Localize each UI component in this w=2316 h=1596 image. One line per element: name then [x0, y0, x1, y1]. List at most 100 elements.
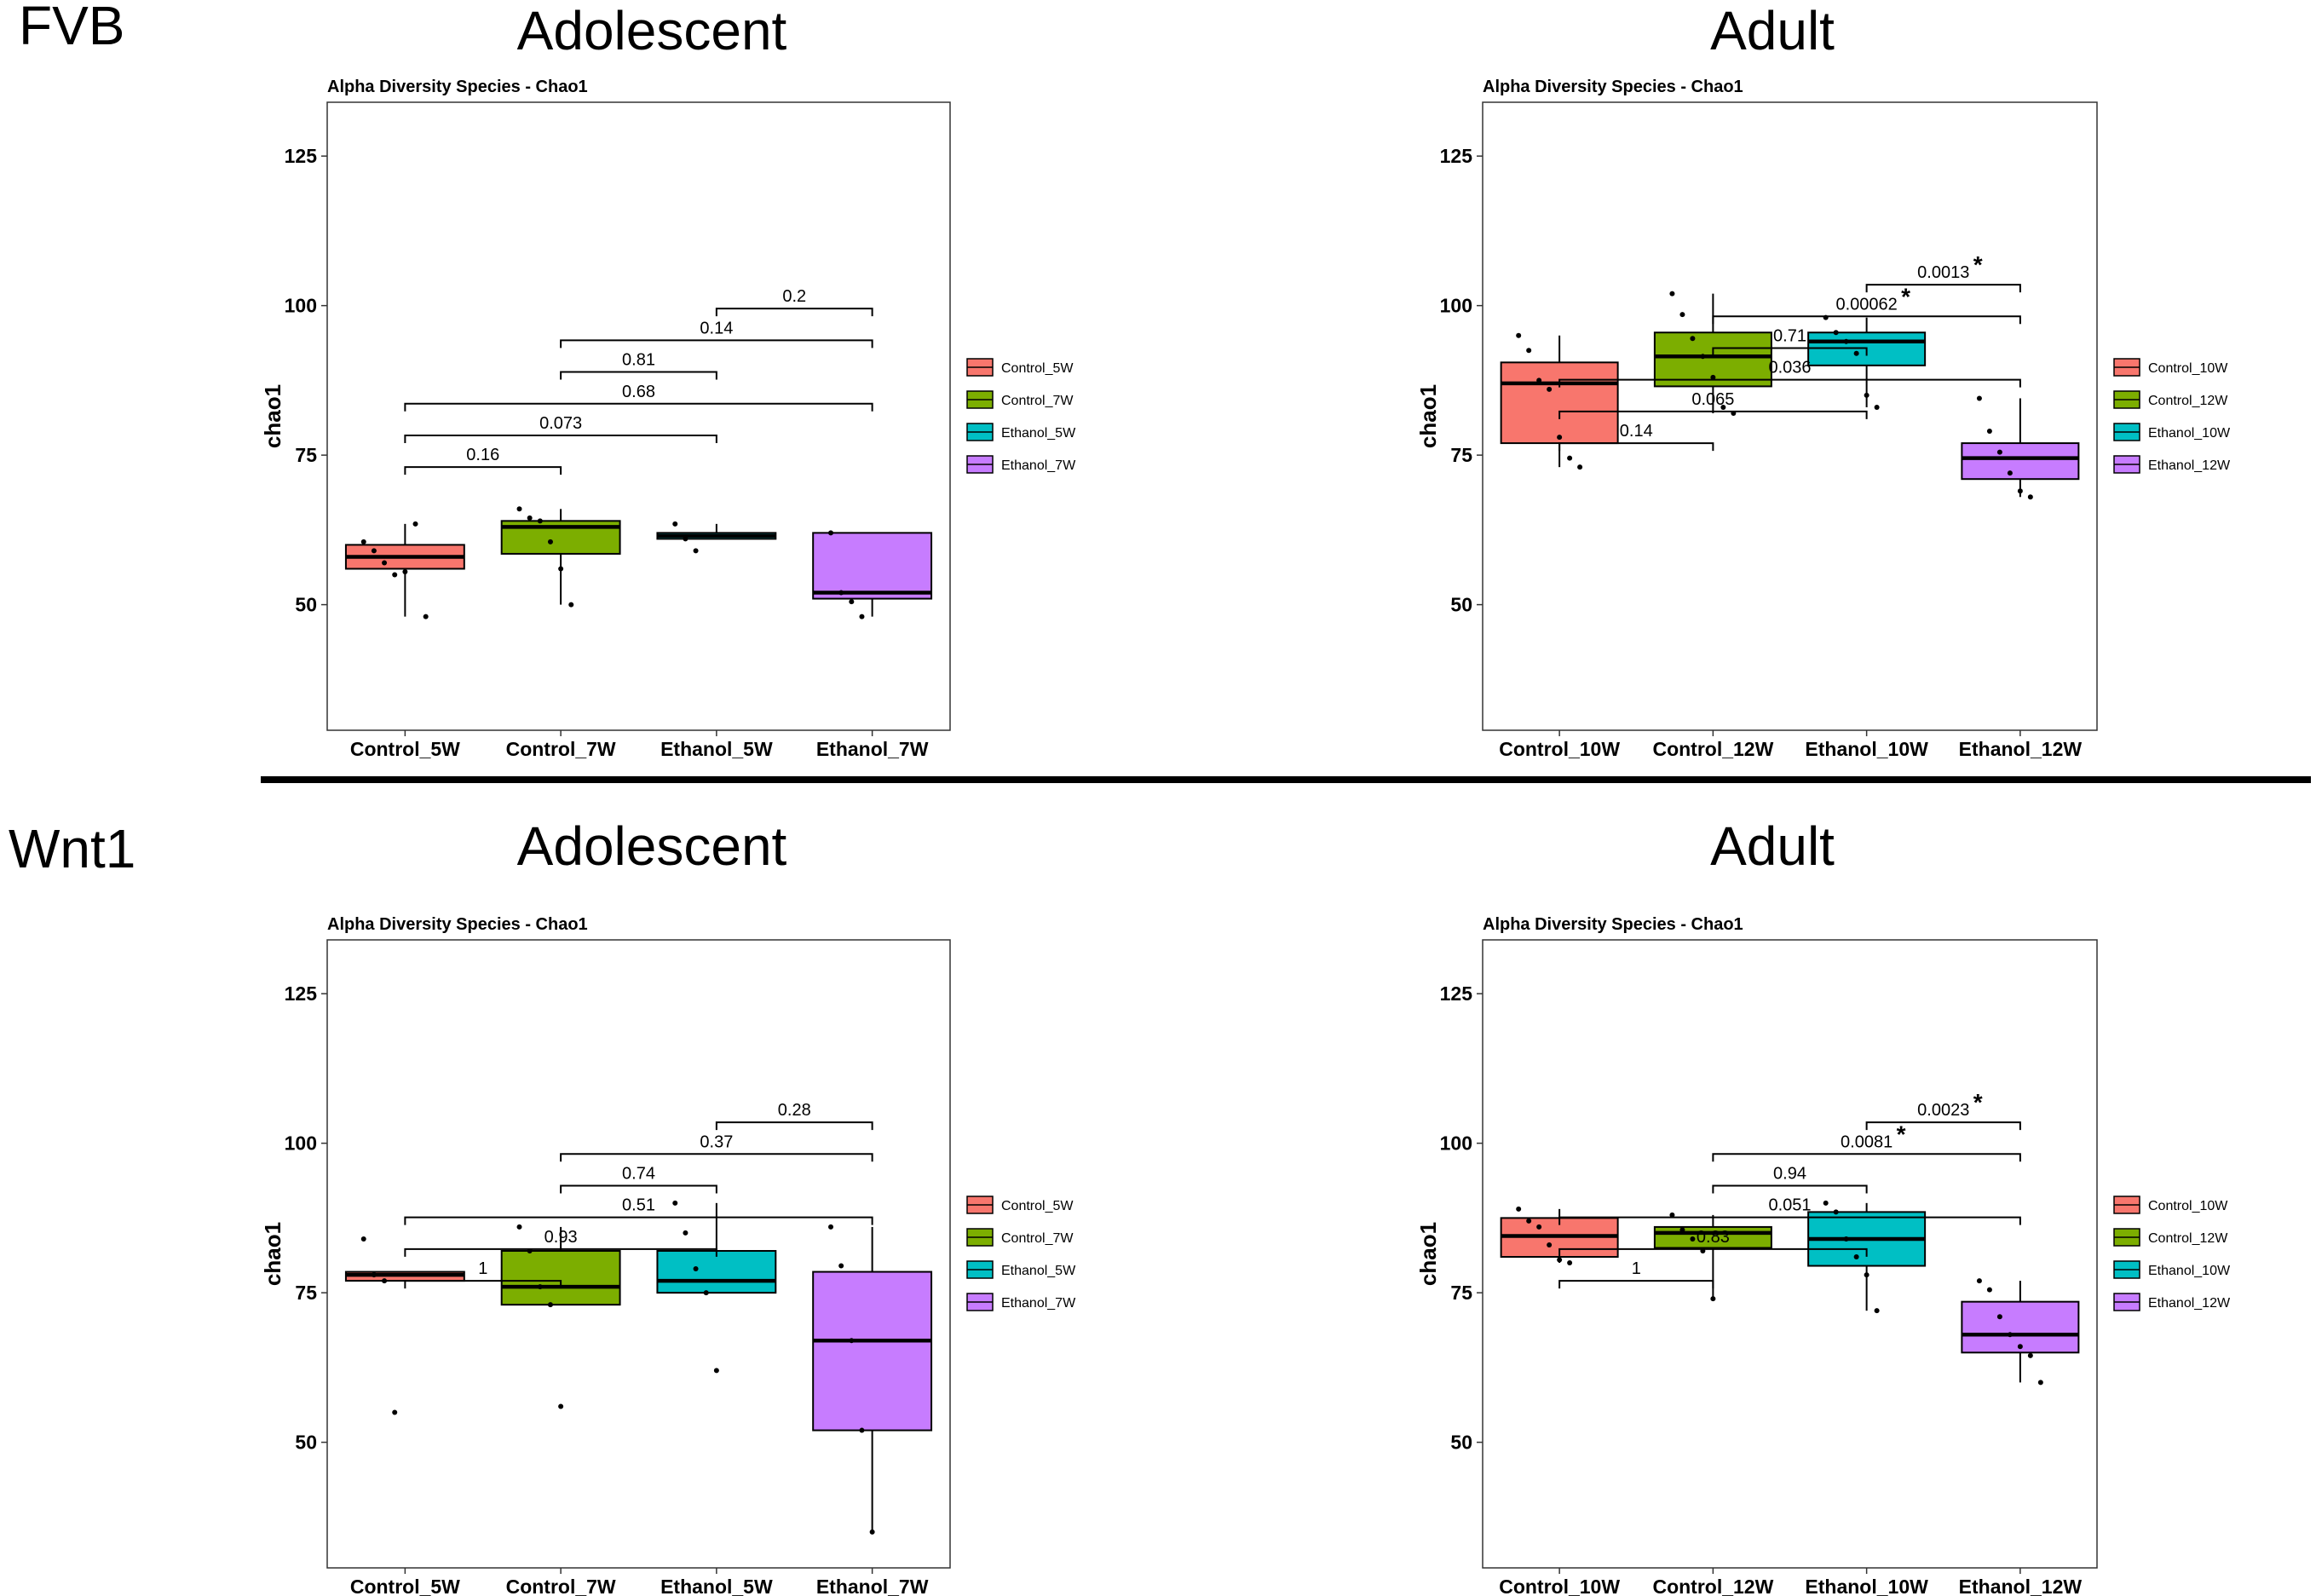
data-point	[713, 1368, 719, 1374]
data-point	[838, 590, 844, 596]
data-point	[382, 560, 388, 566]
data-point	[392, 1409, 398, 1415]
significance-bracket	[560, 1184, 717, 1194]
data-point	[672, 1200, 678, 1206]
data-point	[1720, 404, 1726, 410]
significance-label: 0.0023	[1917, 1101, 1969, 1120]
y-axis-label: chao1	[1415, 1222, 1441, 1286]
legend-label: Control_7W	[1001, 1231, 1074, 1246]
y-axis-label: chao1	[1415, 384, 1441, 448]
x-tick-label: Control_5W	[350, 738, 460, 760]
panel-fvb-adult: Alpha Diversity Species - Chao1 chao1 50 75…	[1415, 78, 2231, 760]
data-point	[1536, 377, 1542, 383]
significance-label: 0.2	[782, 287, 806, 306]
column-title-adolescent-bottom: Adolescent	[517, 815, 787, 877]
chart-title: Alpha Diversity Species - Chao1	[1483, 78, 1743, 96]
y-tick-label: 125	[285, 145, 318, 167]
data-point	[1843, 1236, 1849, 1242]
data-point	[693, 548, 699, 554]
chart-title: Alpha Diversity Species - Chao1	[327, 915, 588, 934]
legend-label: Control_10W	[2148, 361, 2228, 376]
data-point	[693, 1266, 699, 1272]
row-label-wnt1: Wnt1	[9, 818, 135, 879]
data-point	[1516, 1206, 1522, 1212]
data-point	[849, 599, 855, 605]
x-tick-label: Control_12W	[1652, 738, 1773, 760]
significance-label: 0.14	[1620, 422, 1653, 441]
x-tick-label: Ethanol_10W	[1805, 1576, 1928, 1596]
significance-label: 0.51	[622, 1196, 655, 1215]
data-point	[1547, 386, 1553, 392]
data-point	[1823, 1200, 1829, 1206]
significance-bracket	[404, 402, 873, 412]
significance-bracket	[1712, 1153, 2021, 1162]
data-point	[558, 566, 564, 572]
data-point	[1864, 1272, 1870, 1278]
significance-label: 0.16	[466, 446, 499, 464]
data-point	[859, 614, 865, 619]
x-tick-label: Ethanol_7W	[816, 738, 929, 760]
data-point	[1567, 455, 1573, 461]
data-point	[1557, 1257, 1563, 1263]
x-tick-label: Control_10W	[1499, 1576, 1620, 1596]
data-point	[2017, 488, 2023, 494]
data-point	[402, 568, 408, 574]
data-point	[360, 539, 366, 544]
y-axis-label: chao1	[260, 384, 285, 448]
legend-label: Ethanol_7W	[1001, 1296, 1076, 1311]
legend-label: Ethanol_10W	[2148, 1264, 2231, 1278]
row-label-fvb: FVB	[19, 0, 124, 56]
data-point	[527, 515, 533, 521]
y-tick-label: 50	[295, 1432, 317, 1454]
data-point	[1516, 332, 1522, 338]
legend-label: Control_10W	[2148, 1199, 2228, 1213]
y-tick-label: 125	[1440, 982, 1473, 1005]
data-point	[1976, 395, 1982, 401]
significance-bracket	[1558, 378, 2021, 388]
data-point	[703, 1290, 709, 1296]
x-tick-label: Control_5W	[350, 1576, 460, 1596]
column-title-adolescent-top: Adolescent	[517, 0, 787, 61]
data-point	[1567, 1260, 1573, 1266]
box	[656, 1249, 777, 1294]
significance-label: 0.073	[539, 414, 582, 433]
y-tick-label: 50	[295, 594, 317, 616]
box	[1500, 361, 1619, 445]
box	[812, 532, 933, 600]
data-point	[1526, 1218, 1532, 1224]
significance-bracket	[715, 308, 873, 317]
x-tick-label: Control_10W	[1499, 738, 1620, 760]
y-tick-label: 100	[1440, 295, 1472, 317]
chart-title: Alpha Diversity Species - Chao1	[327, 78, 588, 96]
data-point	[2037, 1380, 2043, 1386]
y-tick-label: 100	[285, 1132, 317, 1155]
significance-bracket	[1558, 1280, 1714, 1289]
data-point	[423, 614, 429, 619]
significance-bracket	[560, 1153, 873, 1162]
plot-frame	[326, 101, 951, 731]
data-point	[1996, 1314, 2002, 1320]
data-point	[1679, 312, 1685, 318]
data-point	[392, 572, 398, 578]
legend-label: Ethanol_5W	[1001, 426, 1076, 441]
data-point	[1536, 1224, 1542, 1230]
data-point	[859, 1427, 865, 1433]
data-point	[2027, 494, 2033, 500]
panel-wnt1-adolescent: Alpha Diversity Species - Chao1 chao1 50 75…	[260, 915, 1076, 1596]
legend-label: Control_12W	[2148, 1231, 2228, 1246]
significance-label: 0.83	[1697, 1228, 1730, 1247]
data-point	[1557, 435, 1563, 441]
significance-bracket	[1558, 410, 1868, 419]
data-point	[869, 1529, 875, 1535]
data-point	[516, 506, 522, 512]
significance-bracket	[1712, 1184, 1868, 1194]
data-point	[1986, 1287, 1992, 1293]
significance-star: *	[1973, 251, 1983, 278]
data-point	[672, 521, 678, 527]
significance-bracket	[560, 371, 717, 380]
legend-label: Control_12W	[2148, 394, 2228, 408]
legend-label: Ethanol_5W	[1001, 1264, 1076, 1278]
significance-label: 0.28	[778, 1101, 811, 1120]
